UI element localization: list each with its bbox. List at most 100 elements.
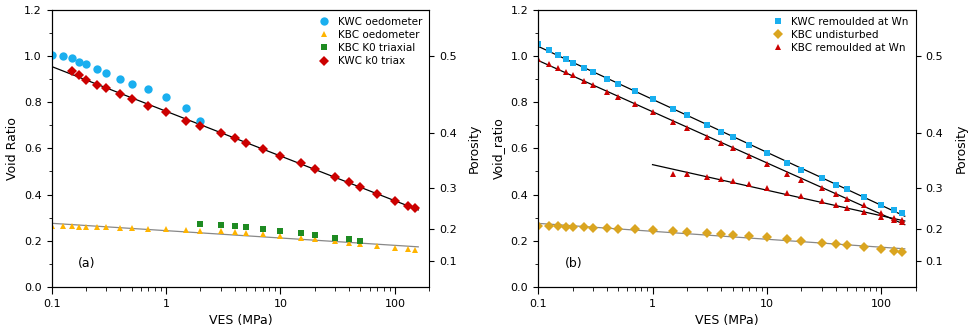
KWC k0 triax — [329, 175, 341, 179]
Line: KWC k0 triax: KWC k0 triax — [68, 67, 418, 211]
KWC k0 triax — [180, 119, 192, 123]
KBC undisturbed — [532, 224, 544, 228]
KBC undisturbed — [743, 234, 755, 238]
KWC k0 triax — [410, 206, 421, 210]
KBC oedometer — [80, 225, 91, 229]
KBC oedometer — [180, 228, 192, 232]
KBC undisturbed — [830, 242, 842, 246]
Legend: KWC oedometer, KBC oedometer, KBC K0 triaxial, KWC k0 triax: KWC oedometer, KBC oedometer, KBC K0 tri… — [311, 15, 424, 68]
KWC oedometer — [56, 54, 68, 58]
KWC remoulded at Wn — [681, 113, 693, 117]
KBC undisturbed — [587, 226, 598, 230]
KBC remoulded at Wn — [841, 206, 852, 210]
KBC undisturbed — [543, 224, 555, 228]
KWC k0 triax — [161, 111, 172, 115]
KBC oedometer — [126, 226, 137, 230]
Text: (b): (b) — [564, 257, 582, 270]
KWC remoulded at Wn — [647, 97, 659, 101]
KWC k0 triax — [229, 136, 240, 140]
X-axis label: VES (MPa): VES (MPa) — [208, 314, 272, 327]
KBC undisturbed — [858, 245, 870, 249]
KWC k0 triax — [309, 167, 321, 171]
KWC remoulded at Wn — [858, 195, 870, 199]
KBC undisturbed — [702, 231, 713, 235]
KBC remoulded at Wn — [876, 215, 887, 219]
KBC undisturbed — [781, 237, 793, 241]
KBC oedometer — [309, 237, 321, 241]
KWC oedometer — [80, 62, 91, 66]
KBC K0 triaxial — [309, 233, 321, 237]
KBC K0 triaxial — [215, 223, 227, 227]
KWC remoulded at Wn — [888, 208, 900, 212]
KBC undisturbed — [578, 225, 590, 229]
KBC K0 triaxial — [354, 239, 366, 243]
KWC remoulded at Wn — [702, 123, 713, 127]
Line: KBC K0 triaxial: KBC K0 triaxial — [197, 221, 364, 244]
KBC oedometer — [142, 226, 154, 230]
KBC undisturbed — [841, 243, 852, 247]
KBC undisturbed — [681, 229, 693, 233]
KBC undisturbed — [553, 224, 564, 228]
KBC K0 triaxial — [229, 224, 240, 228]
KWC remoulded at Wn — [532, 42, 544, 46]
KBC undisturbed — [896, 250, 908, 254]
KBC oedometer — [115, 226, 126, 230]
KWC remoulded at Wn — [743, 143, 755, 147]
KWC k0 triax — [389, 199, 401, 203]
KBC undisturbed — [647, 228, 659, 232]
KWC k0 triax — [295, 162, 306, 166]
KWC oedometer — [66, 56, 78, 60]
KBC oedometer — [257, 232, 269, 236]
KBC undisturbed — [566, 225, 578, 229]
KWC k0 triax — [215, 131, 227, 135]
KBC oedometer — [295, 235, 306, 239]
KWC oedometer — [161, 96, 172, 100]
KWC k0 triax — [74, 74, 86, 78]
KWC remoulded at Wn — [841, 187, 852, 191]
KWC k0 triax — [257, 147, 269, 151]
KWC k0 triax — [343, 180, 355, 184]
KBC remoulded at Wn — [796, 194, 808, 198]
KWC remoulded at Wn — [629, 89, 640, 93]
KWC remoulded at Wn — [796, 168, 808, 172]
KBC oedometer — [56, 224, 68, 228]
KBC K0 triaxial — [195, 222, 206, 226]
KWC oedometer — [100, 71, 112, 75]
KBC oedometer — [274, 234, 286, 238]
KBC remoulded at Wn — [815, 199, 827, 203]
KBC K0 triaxial — [240, 225, 252, 229]
KWC oedometer — [195, 119, 206, 123]
KBC undisturbed — [667, 229, 678, 233]
KBC remoulded at Wn — [727, 179, 739, 183]
KWC remoulded at Wn — [553, 53, 564, 57]
KBC undisturbed — [601, 226, 613, 230]
KWC k0 triax — [91, 83, 103, 87]
KBC oedometer — [195, 229, 206, 233]
KBC oedometer — [229, 230, 240, 234]
KWC remoulded at Wn — [543, 48, 555, 52]
KBC oedometer — [402, 247, 414, 251]
KBC oedometer — [91, 225, 103, 229]
KBC remoulded at Wn — [896, 220, 908, 224]
KWC remoulded at Wn — [560, 57, 572, 61]
KBC K0 triaxial — [257, 227, 269, 231]
KWC remoulded at Wn — [830, 182, 842, 186]
KBC oedometer — [66, 224, 78, 228]
KWC remoulded at Wn — [876, 202, 887, 206]
KWC remoulded at Wn — [815, 176, 827, 180]
KBC oedometer — [161, 227, 172, 231]
KBC K0 triaxial — [329, 235, 341, 239]
KWC k0 triax — [195, 124, 206, 128]
KWC oedometer — [46, 53, 57, 57]
KWC remoulded at Wn — [781, 161, 793, 165]
KBC remoulded at Wn — [743, 182, 755, 186]
KBC oedometer — [329, 239, 341, 243]
KWC remoulded at Wn — [727, 135, 739, 139]
KBC oedometer — [372, 244, 383, 248]
KBC remoulded at Wn — [858, 210, 870, 214]
KWC remoulded at Wn — [896, 210, 908, 214]
Line: KWC remoulded at Wn: KWC remoulded at Wn — [534, 41, 905, 216]
Y-axis label: Void_ratio: Void_ratio — [492, 118, 505, 179]
KBC oedometer — [354, 242, 366, 246]
KWC k0 triax — [142, 104, 154, 108]
